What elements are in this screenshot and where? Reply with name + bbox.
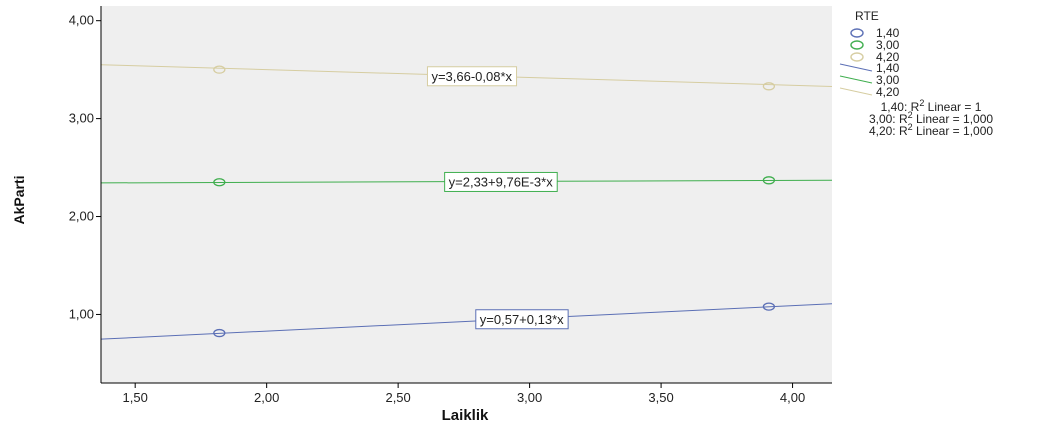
x-tick-label: 2,50 xyxy=(385,390,410,405)
y-tick-label: 4,00 xyxy=(69,13,94,28)
equation-label: y=0,57+0,13*x xyxy=(475,309,569,330)
y-tick-label: 1,00 xyxy=(69,306,94,321)
legend-marker xyxy=(850,28,864,38)
x-tick-label: 3,50 xyxy=(648,390,673,405)
y-tick-label: 3,00 xyxy=(69,111,94,126)
x-tick-label: 1,50 xyxy=(123,390,148,405)
legend-label: 3,00 xyxy=(876,38,900,52)
legend-line xyxy=(839,63,873,72)
x-tick-label: 2,00 xyxy=(254,390,279,405)
legend-label: 1,40 xyxy=(876,26,900,40)
equation-box xyxy=(475,309,569,330)
legend-line xyxy=(839,87,873,96)
plot-area xyxy=(101,6,832,383)
legend-label: 4,20 xyxy=(876,85,900,99)
y-axis-title: AkParti xyxy=(11,175,27,224)
legend-label: 1,40 xyxy=(876,61,900,75)
equation-label: y=3,66-0,08*x xyxy=(426,66,518,87)
equation-box xyxy=(426,66,518,87)
data-point xyxy=(762,82,776,91)
data-point xyxy=(762,302,776,311)
x-tick-label: 4,00 xyxy=(780,390,805,405)
equation-text: y=3,66-0,08*x xyxy=(431,69,512,84)
equation-box xyxy=(444,171,558,192)
legend-fit-text: 3,00: R2 Linear = 1,000 xyxy=(869,110,993,126)
equation-text: y=2,33+9,76E-3*x xyxy=(449,174,554,189)
x-axis-title: Laiklik xyxy=(442,407,489,424)
legend-fit-text: 4,20: R2 Linear = 1,000 xyxy=(869,122,993,138)
legend-marker xyxy=(850,52,864,62)
legend-fit-text: 1,40: R2 Linear = 1 xyxy=(881,98,982,114)
data-point xyxy=(213,65,226,74)
equation-text: y=0,57+0,13*x xyxy=(480,312,564,327)
data-point xyxy=(762,176,776,185)
legend-title: RTE xyxy=(855,9,879,23)
fit-line xyxy=(100,303,833,340)
legend-label: 3,00 xyxy=(876,73,900,87)
legend-label: 4,20 xyxy=(876,50,900,64)
legend-line xyxy=(839,75,873,84)
y-tick-label: 2,00 xyxy=(69,209,94,224)
x-tick-label: 3,00 xyxy=(517,390,542,405)
data-point xyxy=(213,328,226,338)
legend-marker xyxy=(850,40,864,50)
data-point xyxy=(213,178,226,187)
equation-label: y=2,33+9,76E-3*x xyxy=(444,171,558,192)
